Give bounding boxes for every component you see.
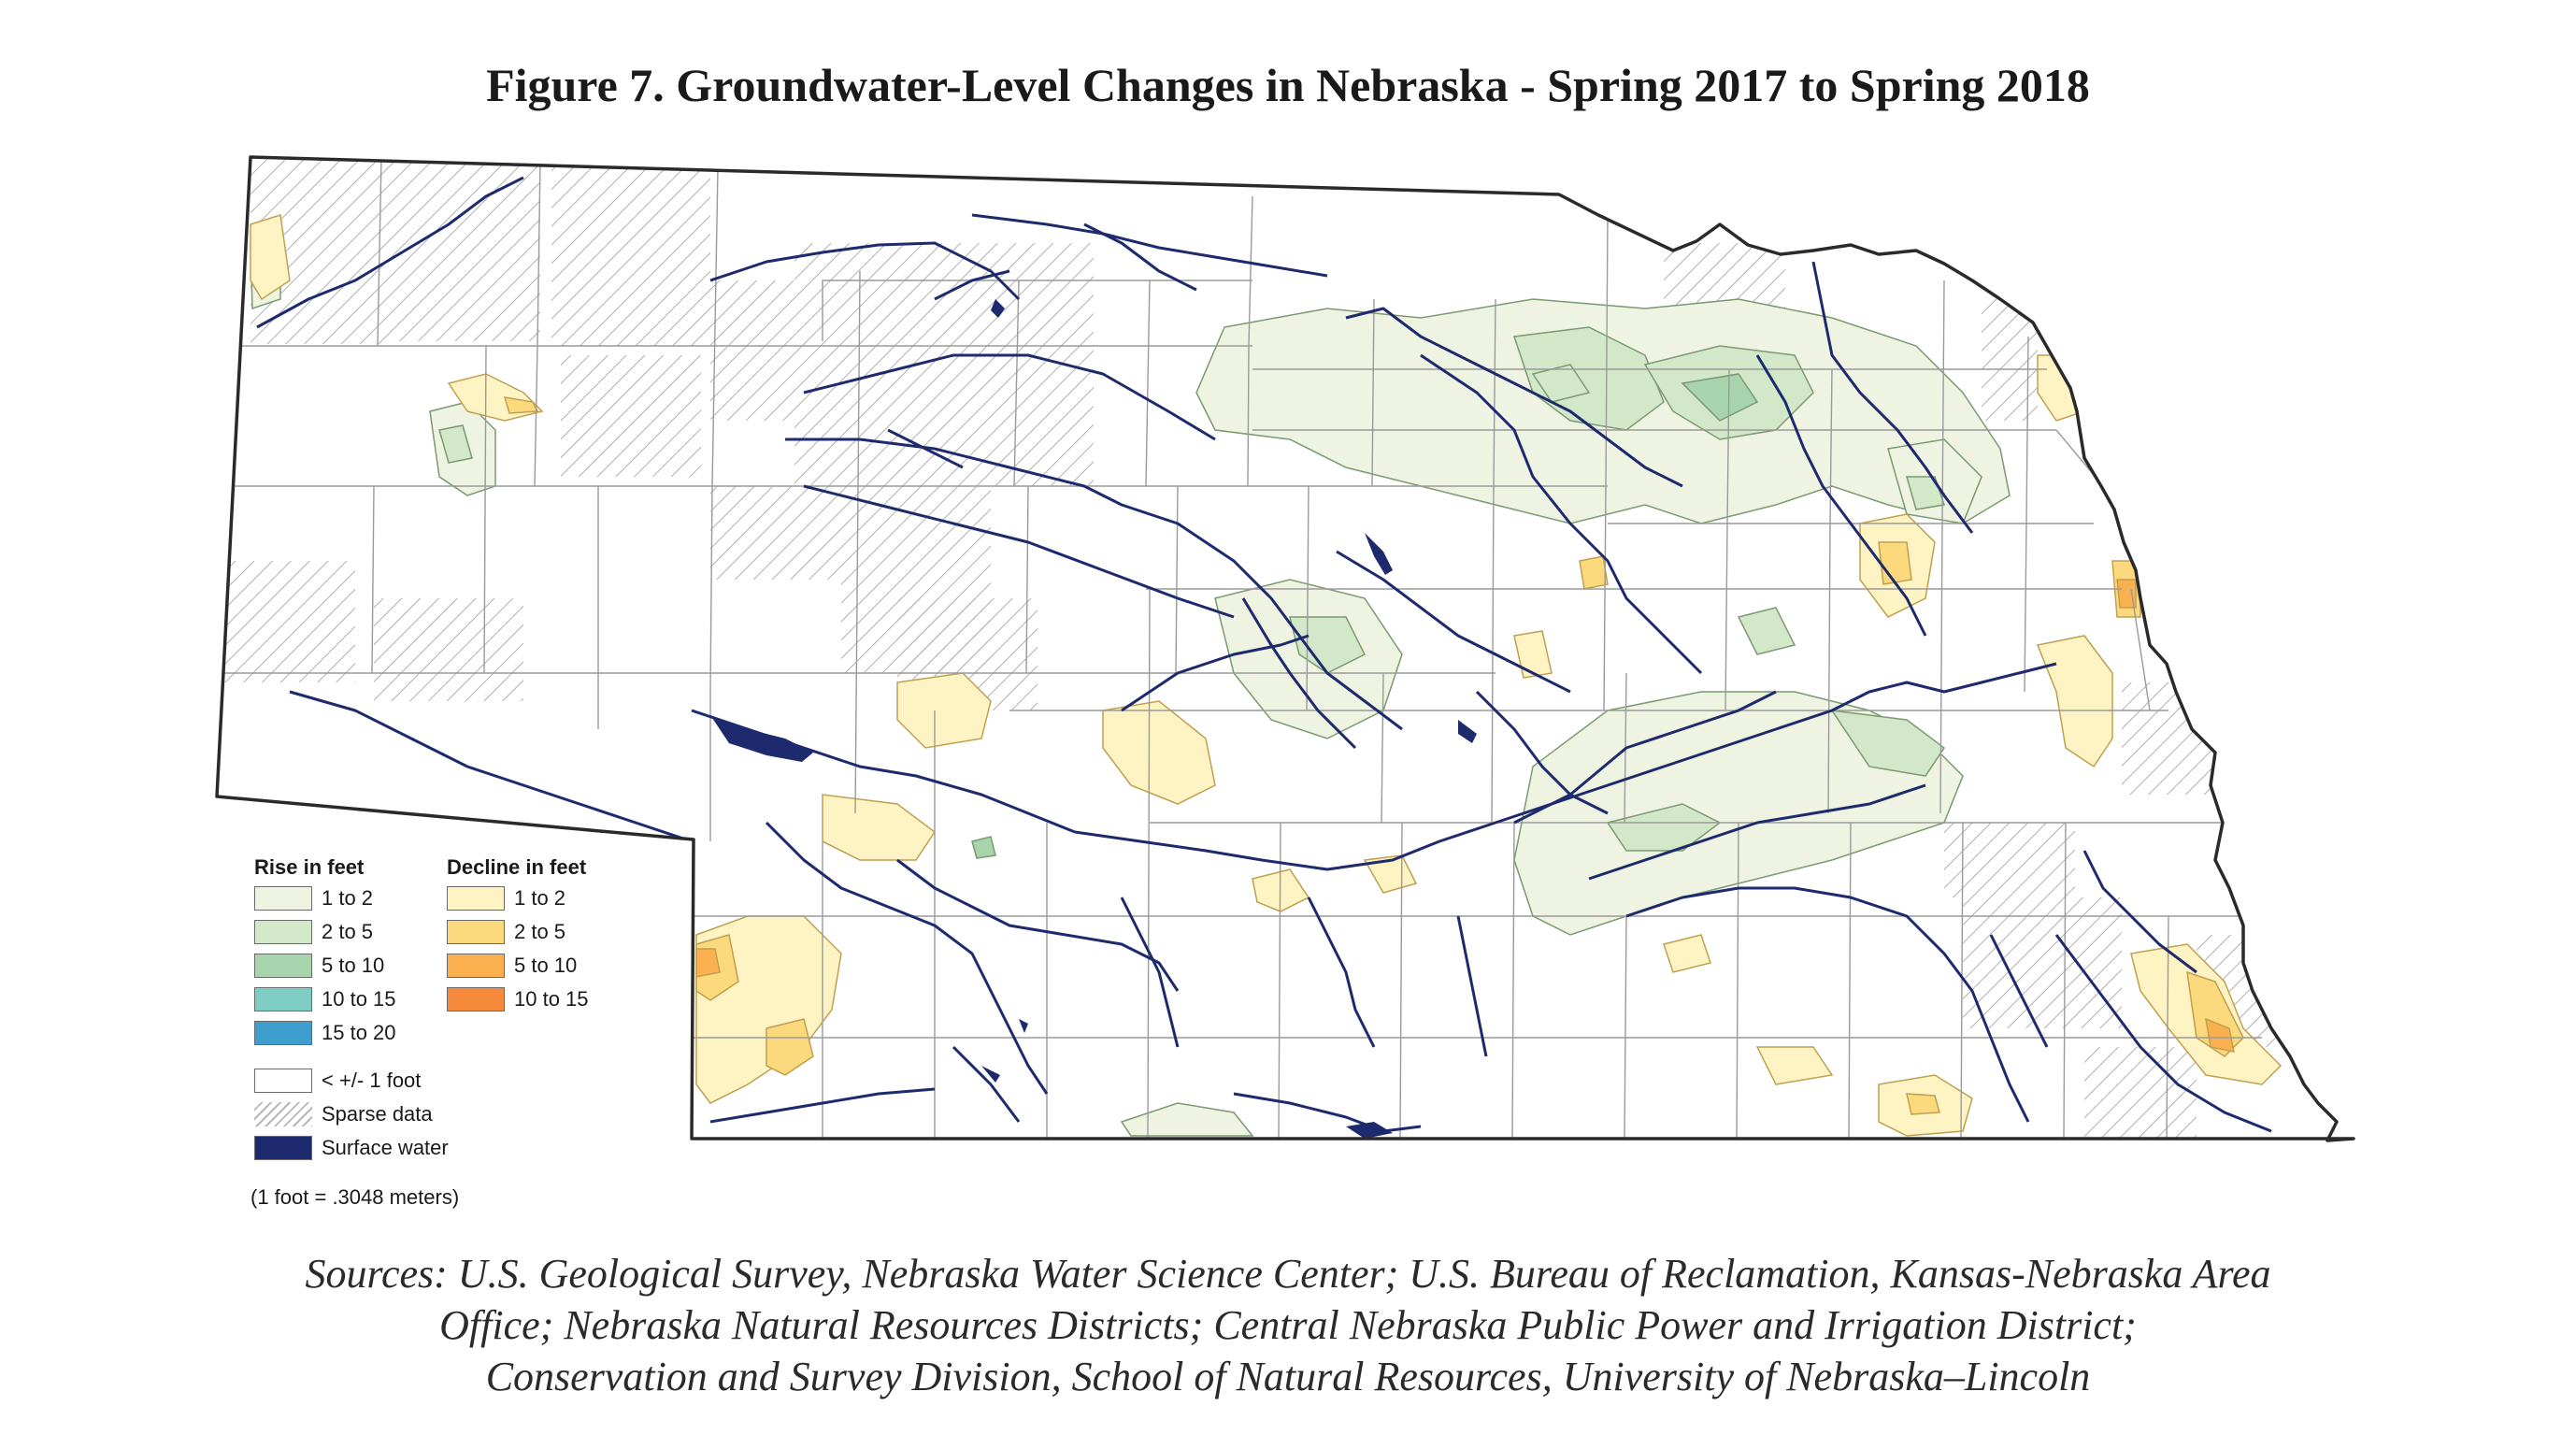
rise-legend-item: 15 to 20 xyxy=(254,1021,396,1045)
rise-2-5-swatch xyxy=(254,920,312,944)
sparse-data-swatch xyxy=(254,1102,312,1126)
rise-15-20-label: 15 to 20 xyxy=(322,1021,396,1044)
no-change-legend-item: < +/- 1 foot xyxy=(254,1069,421,1093)
sparse-data-label: Sparse data xyxy=(322,1102,433,1126)
no-change-swatch xyxy=(254,1069,312,1093)
rise-15-20-swatch xyxy=(254,1021,312,1045)
county-boundaries xyxy=(224,157,2281,1140)
decline-legend-heading: Decline in feet xyxy=(447,855,587,879)
rivers xyxy=(256,176,2272,1133)
rise-5-10-swatch xyxy=(254,954,312,978)
rise-legend-item: 1 to 2 xyxy=(254,886,373,911)
sources-caption: Sources: U.S. Geological Survey, Nebrask… xyxy=(0,1248,2576,1402)
rise-legend-heading: Rise in feet xyxy=(254,855,365,879)
surface-water-swatch xyxy=(254,1136,312,1160)
rise-areas xyxy=(250,232,2011,1137)
decline-1-2-swatch xyxy=(447,886,505,911)
rise-1-2-swatch xyxy=(254,886,312,911)
decline-2-5-swatch xyxy=(447,920,505,944)
rise-1-2-label: 1 to 2 xyxy=(322,886,374,910)
decline-10-15-label: 10 to 15 xyxy=(514,987,589,1011)
rise-legend-item: 10 to 15 xyxy=(254,987,396,1011)
decline-legend-item: 2 to 5 xyxy=(447,920,565,944)
sources-line: Office; Nebraska Natural Resources Distr… xyxy=(439,1302,2137,1348)
no-change-label: < +/- 1 foot xyxy=(322,1069,422,1092)
decline-10-15-swatch xyxy=(447,987,505,1011)
rise-legend-item: 5 to 10 xyxy=(254,954,384,978)
decline-5-10-swatch xyxy=(447,954,505,978)
rise-legend-item: 2 to 5 xyxy=(254,920,373,944)
decline-areas xyxy=(250,214,2283,1137)
rise-10-15-label: 10 to 15 xyxy=(322,987,396,1011)
decline-legend-item: 1 to 2 xyxy=(447,886,565,911)
sources-line: Sources: U.S. Geological Survey, Nebrask… xyxy=(305,1251,2271,1297)
decline-5-10-label: 5 to 10 xyxy=(514,954,578,977)
state-border xyxy=(215,155,2355,1142)
decline-1-2-label: 1 to 2 xyxy=(514,886,566,910)
surface-water-legend-item: Surface water xyxy=(254,1136,449,1160)
sources-line: Conservation and Survey Division, School… xyxy=(485,1354,2091,1399)
rise-2-5-label: 2 to 5 xyxy=(322,920,374,943)
surface-water xyxy=(710,299,1477,1139)
rise-10-15-swatch xyxy=(254,987,312,1011)
decline-2-5-label: 2 to 5 xyxy=(514,920,566,943)
rise-5-10-label: 5 to 10 xyxy=(322,954,385,977)
decline-legend-item: 10 to 15 xyxy=(447,987,589,1011)
decline-legend-item: 5 to 10 xyxy=(447,954,577,978)
sparse-data-legend-item: Sparse data xyxy=(254,1102,433,1126)
surface-water-label: Surface water xyxy=(322,1136,449,1159)
figure-title: Figure 7. Groundwater-Level Changes in N… xyxy=(486,59,2090,111)
unit-conversion-note: (1 foot = .3048 meters) xyxy=(250,1185,460,1209)
